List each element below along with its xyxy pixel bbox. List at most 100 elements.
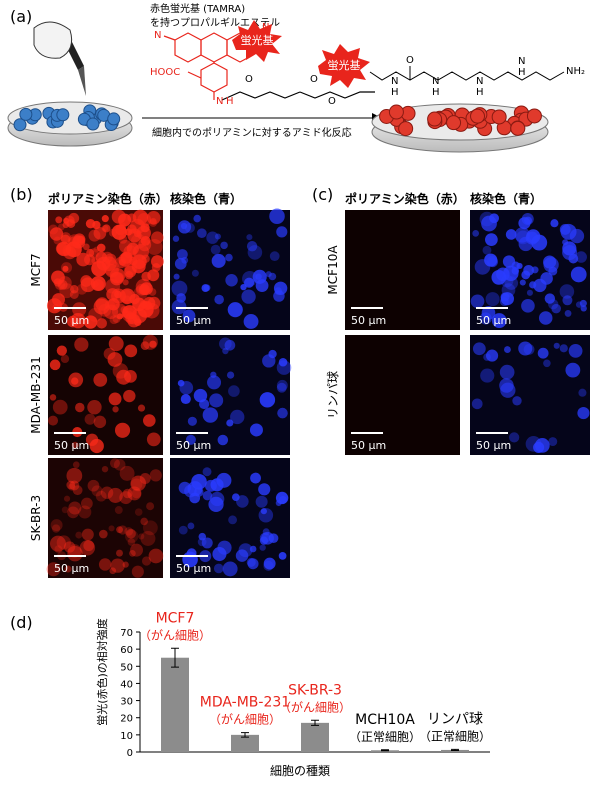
cell [127,228,142,243]
y-tick-label: 60 [120,645,133,656]
cell [19,107,33,121]
cell [191,474,207,490]
cell [61,506,69,514]
cell [213,563,224,574]
cell [146,238,163,255]
cell [509,432,520,443]
y-tick-label: 30 [120,697,133,708]
row-label: MCF7 [29,253,43,286]
cell [544,293,556,304]
panel-label: (d) [10,613,33,632]
cell [538,311,553,325]
cell [88,248,99,259]
cell [470,108,486,124]
cell [50,519,63,532]
category-note: （正常細胞） [419,729,491,743]
cell [226,371,235,379]
cell [231,493,240,502]
cell [178,525,188,535]
cell [54,279,66,291]
cell [210,478,224,492]
cell [56,535,71,550]
cell [101,215,109,223]
cell [149,217,157,225]
scale-bar-label: 50 µm [476,439,511,452]
cell [107,352,123,367]
y-tick-label: 70 [120,628,133,639]
cell [249,545,257,553]
cell [96,256,111,271]
cell [185,434,196,445]
cell [173,273,180,280]
cell [534,438,550,453]
cell [72,235,86,249]
cell [120,306,129,314]
cells [177,337,292,446]
cell [255,495,268,508]
cell [63,495,71,502]
cell [564,309,572,317]
cell [225,274,238,287]
cell [276,379,288,391]
cells [171,208,288,329]
cell [268,533,279,544]
error-bar [381,749,389,752]
y-tick-label: 20 [120,714,133,725]
atom: N [518,56,525,67]
cell [96,243,106,253]
cell [56,108,70,122]
cell [81,528,94,541]
cell [108,525,115,532]
cell [260,508,267,515]
cell [130,478,143,491]
reagent-structure [163,32,375,101]
cell [108,336,124,352]
cell [68,483,76,491]
scale-bar-label: 50 µm [351,314,386,327]
scale-bar-label: 50 µm [476,314,511,327]
cell [516,230,530,245]
cell [575,301,583,308]
cell [87,400,102,415]
category-label: リンパ球 [427,711,483,727]
cell [63,541,76,553]
cell [178,481,191,495]
cell [69,480,80,491]
cell [526,108,542,124]
cell [114,506,123,514]
cell [118,213,132,227]
cell [75,531,83,539]
right-dish [371,103,549,153]
cell [551,303,561,314]
cell [118,525,128,535]
category-note: （がん細胞） [209,712,281,727]
row-label: MCF10A [326,245,340,295]
scale-bar-label: 50 µm [176,314,211,327]
cell [568,253,579,264]
cell [565,362,581,378]
cells [470,211,587,328]
cell [485,292,500,307]
cell [252,269,267,284]
cell [62,265,69,272]
y-tick-label: 10 [120,731,133,742]
cell [187,416,197,426]
cell [124,527,134,536]
cell [203,284,211,292]
cell [172,235,180,242]
cell [500,292,510,302]
cell [578,388,587,397]
cell [137,404,146,412]
bar [161,657,189,752]
cell [78,505,92,519]
atom: N [391,76,398,87]
cell [49,535,66,552]
cell [88,229,101,242]
cell [207,375,222,390]
cell [491,270,507,285]
cell [129,549,136,557]
cell [512,396,522,406]
cell [214,233,221,240]
cell [95,490,107,502]
cell [193,214,201,223]
